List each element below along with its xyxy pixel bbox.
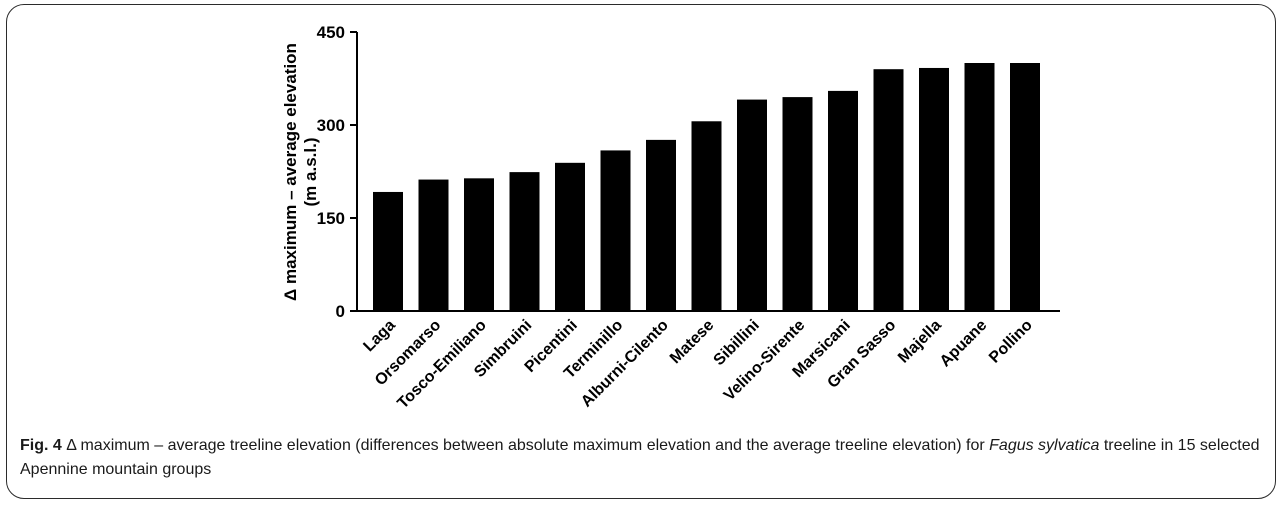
bar-sibillini: [737, 99, 767, 311]
bar-gran-sasso: [873, 69, 904, 311]
x-category-label: Alburni-Cilento: [578, 317, 672, 411]
figure-label: Fig. 4: [20, 437, 62, 454]
y-axis-label-line-1: Δ maximum – average elevation: [281, 43, 300, 301]
bar-pollino: [1010, 63, 1040, 311]
bar-chart: Δ maximum – average elevation (m a.s.l.)…: [281, 23, 1060, 413]
bar-simbruini: [509, 172, 540, 311]
y-axis-label: Δ maximum – average elevation (m a.s.l.): [281, 43, 320, 301]
bar-velino-sirente: [782, 97, 813, 311]
bar-laga: [373, 191, 403, 311]
caption-text-1: Δ maximum – average treeline elevation (…: [61, 437, 990, 454]
bar-matese: [691, 121, 722, 311]
figure-caption: Fig. 4 Δ maximum – average treeline elev…: [20, 434, 1265, 482]
y-tick-label: 0: [336, 302, 345, 321]
bar-majella: [919, 67, 949, 312]
bar-marsicani: [828, 90, 858, 312]
bar-terminillo: [600, 150, 631, 311]
x-category-label: Apuane: [937, 317, 991, 371]
bar-alburni-cilento: [646, 139, 676, 311]
bar-apuane: [964, 63, 995, 311]
x-category-label: Velino-Sirente: [721, 317, 809, 405]
y-tick-label: 300: [317, 116, 345, 135]
caption-species-name: Fagus sylvatica: [989, 437, 1100, 454]
bar-tosco-emiliano: [464, 178, 494, 311]
x-category-label: Pollino: [986, 317, 1036, 367]
y-tick-label: 150: [317, 209, 345, 228]
y-tick-label: 450: [317, 23, 345, 42]
y-axis-ticks: 0 150 300 450: [317, 23, 357, 321]
figure-frame: [6, 4, 1276, 499]
caption-text-2: treeline in 15 selected Apennine mountai…: [20, 437, 1260, 478]
x-category-label: Matese: [667, 317, 717, 367]
y-axis-label-line-2: (m a.s.l.): [301, 138, 320, 207]
x-category-label: Laga: [360, 317, 398, 355]
bar-picentini: [555, 162, 585, 311]
x-axis-category-labels: LagaOrsomarsoTosco-EmilianoSimbruiniPice…: [360, 317, 1036, 413]
bars: [373, 63, 1040, 312]
bar-orsomarso: [418, 179, 449, 311]
